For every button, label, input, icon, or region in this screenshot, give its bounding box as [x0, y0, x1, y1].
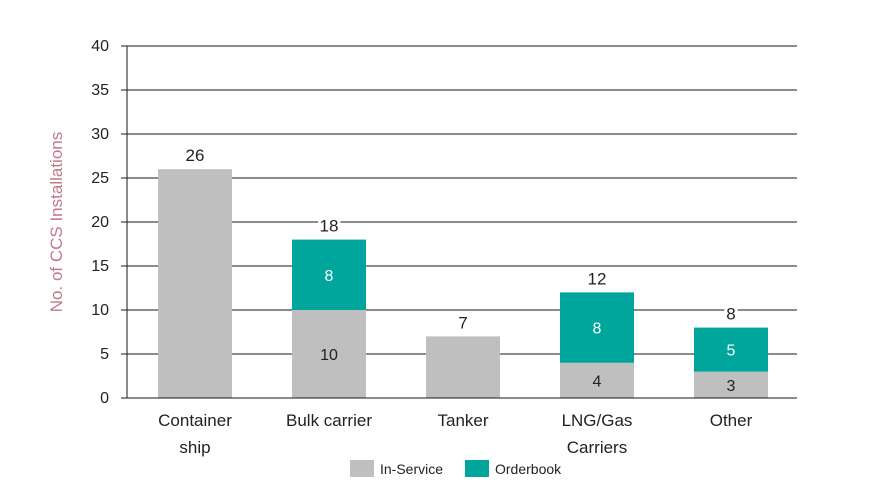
x-category-label-line: Container: [158, 411, 232, 430]
x-category-label-line: Tanker: [437, 411, 488, 430]
bar-segment-orderbook: [694, 327, 768, 372]
x-category-label-line: LNG/Gas: [562, 411, 633, 430]
y-tick-label: 0: [100, 390, 109, 407]
legend-label: Orderbook: [495, 461, 562, 477]
x-category-label: Container ship: [158, 411, 232, 457]
y-tick-label: 20: [91, 214, 109, 231]
gridlines: [121, 45, 797, 399]
segment-value-label: 8: [325, 268, 334, 285]
bar-total-label: 7: [458, 313, 467, 332]
x-category-label: Other: [710, 411, 753, 430]
bars: 26 10 8 18 7 4 8 12 3 5 8: [158, 143, 768, 398]
bar-segment-in-service: [694, 371, 768, 398]
bar-segment-in-service: [158, 169, 232, 398]
y-axis-ticks: 0 5 10 15 20 25 30 35 40: [91, 38, 109, 407]
bar-segment-orderbook: [560, 292, 634, 363]
y-tick-label: 10: [91, 302, 109, 319]
y-tick-label: 35: [91, 82, 109, 99]
x-category-label-line: Other: [710, 411, 753, 430]
x-category-label-line: Bulk carrier: [286, 411, 372, 430]
bar-total-label: 8: [726, 305, 735, 324]
x-category-label-line: Carriers: [567, 438, 627, 457]
segment-value-label: 8: [593, 321, 602, 338]
y-tick-label: 15: [91, 258, 109, 275]
bar-segment-in-service: [560, 362, 634, 398]
segment-value-label: 3: [727, 378, 736, 395]
x-category-label: Bulk carrier: [286, 411, 372, 430]
legend: In-Service Orderbook: [350, 460, 562, 477]
segment-value-label: 4: [593, 373, 602, 390]
bar-total-label: 18: [320, 217, 339, 236]
x-category-label: LNG/Gas Carriers: [562, 411, 633, 457]
y-tick-label: 40: [91, 38, 109, 55]
bar-total-label: 12: [588, 269, 607, 288]
x-category-label: Tanker: [437, 411, 488, 430]
y-tick-label: 5: [100, 346, 109, 363]
legend-swatch: [350, 460, 374, 477]
segment-value-label: 10: [320, 347, 338, 364]
y-tick-label: 30: [91, 126, 109, 143]
y-axis-label: No. of CCS Installations: [47, 132, 66, 312]
bar-segment-in-service: [426, 336, 500, 398]
y-tick-label: 25: [91, 170, 109, 187]
bar-segment-orderbook: [292, 239, 366, 310]
bar-total-label: 26: [186, 146, 205, 165]
x-category-label-line: ship: [179, 438, 210, 457]
legend-swatch: [465, 460, 489, 477]
legend-label: In-Service: [380, 461, 443, 477]
bar-segment-in-service: [292, 310, 366, 398]
x-axis-labels: Container ship Bulk carrier Tanker LNG/Gas Ca…: [158, 411, 752, 457]
segment-value-label: 5: [727, 343, 736, 360]
